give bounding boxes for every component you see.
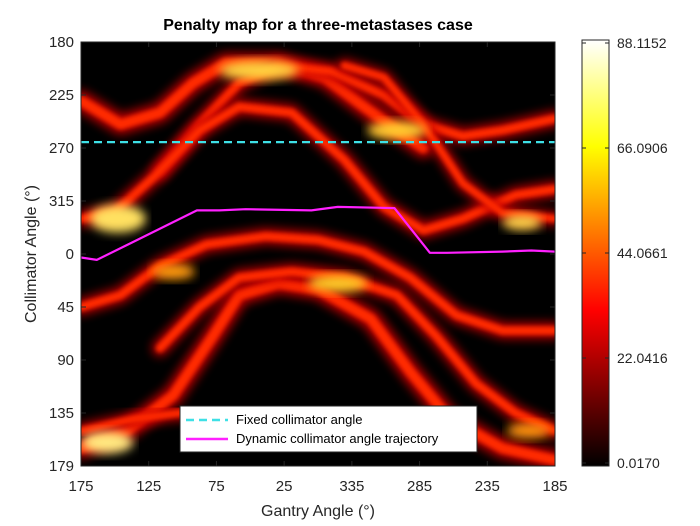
heat-hotspot-upper-right (367, 121, 427, 140)
x-tick-label: 125 (136, 478, 161, 495)
x-tick-label: 185 (542, 478, 567, 495)
y-tick-label: 180 (49, 34, 74, 51)
heat-band-upper-2 (156, 61, 555, 176)
colorbar-ticks: 88.1152 66.0906 44.0661 22.0416 0.0170 (582, 35, 668, 471)
series-dynamic-trajectory-line (81, 205, 555, 261)
heat-hotspot-bottom-right (506, 422, 551, 439)
heat-hotspot-bottom-left (81, 431, 134, 454)
colorbar-gradient (581, 39, 610, 467)
x-tick-label: 25 (276, 478, 293, 495)
heat-hotspot-lower-left (151, 263, 196, 280)
legend: Fixed collimator angle Dynamic collimato… (179, 405, 478, 453)
colorbar-tick-label: 22.0416 (617, 350, 668, 366)
x-tick-label: 235 (475, 478, 500, 495)
y-tick-label: 270 (49, 140, 74, 157)
heat-hotspot-right-mid (502, 214, 543, 231)
series-layer (81, 141, 555, 261)
x-tick-label: 285 (407, 478, 432, 495)
x-tick-label: 335 (339, 478, 364, 495)
y-tick-label: 0 (66, 246, 74, 263)
colorbar-tick-label: 44.0661 (617, 245, 668, 261)
x-axis-title: Gantry Angle (°) (261, 503, 375, 520)
colorbar-tick-label: 88.1152 (617, 35, 667, 51)
axis-ticks: 175 125 75 25 335 285 235 185 180 225 270 315 0 45 90 1… (49, 34, 568, 495)
heat-band-upper-4 (340, 62, 555, 223)
y-tick-label: 179 (49, 458, 74, 475)
colorbar: 88.1152 66.0906 44.0661 22.0416 0.0170 (581, 35, 668, 471)
heat-hotspot-top (218, 60, 299, 81)
legend-label-fixed: Fixed collimator angle (236, 412, 362, 427)
heat-hotspot-left-mid (89, 204, 146, 233)
x-tick-label: 175 (68, 478, 93, 495)
heat-band-upper-3 (81, 102, 555, 235)
y-axis-title: Collimator Angle (°) (23, 185, 40, 323)
x-tick-label: 75 (208, 478, 225, 495)
legend-box (179, 405, 478, 453)
y-tick-label: 225 (49, 87, 74, 104)
heat-hotspot-lower-mid (307, 274, 368, 293)
y-tick-label: 45 (57, 299, 74, 316)
colorbar-tick-label: 0.0170 (617, 455, 660, 471)
y-tick-label: 90 (57, 352, 74, 369)
legend-label-dynamic: Dynamic collimator angle trajectory (236, 431, 439, 446)
heat-band-lower-2 (156, 267, 555, 435)
heat-band-lower-3 (81, 232, 555, 335)
chart-title: Penalty map for a three-metastases case (163, 17, 473, 34)
y-tick-label: 315 (49, 193, 74, 210)
y-tick-label: 135 (49, 405, 74, 422)
colorbar-tick-label: 66.0906 (617, 140, 668, 156)
